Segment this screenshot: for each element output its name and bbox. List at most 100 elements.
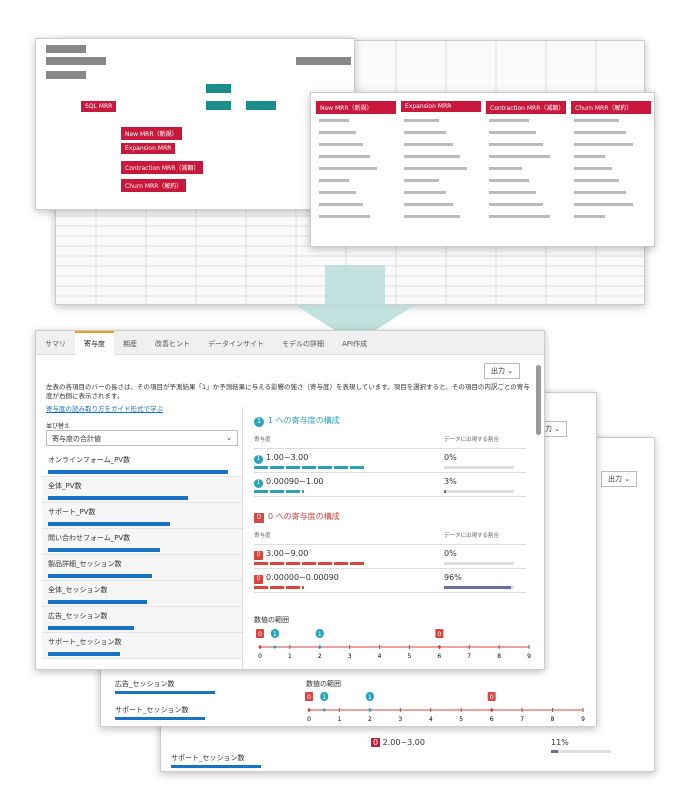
range-marker [315,629,324,638]
tick-label: 9 [581,716,585,723]
tick-label: 0 [307,716,311,723]
sheet-text [574,131,626,134]
marker-label: 1 [273,631,277,638]
diagram-node: Churn MRR（解約） [121,179,187,192]
tick-label: 3 [348,653,352,660]
marker-dot [490,708,494,712]
range-text: 3.00~9.00 [266,549,309,558]
scrollbar[interactable] [536,365,541,435]
tick-label: 2 [368,716,372,723]
feature-name: 全体_PV数 [48,482,82,490]
sheet-text [319,179,349,182]
section-title: 0 0 への寄与度の構成 [254,511,526,523]
feature-row[interactable]: 全体_PV数 [42,477,242,503]
range-row: 1 1.00~3.00 0% [254,449,526,473]
tab[interactable]: モデルの詳細 [282,340,324,348]
feature-name: サポート_セッション数 [48,638,122,646]
range-title: 数値の範囲 [254,616,289,624]
sort-select[interactable]: 寄与度の合計値 ⌄ [46,430,238,446]
feature-name: オンラインフォーム_PV数 [48,456,131,464]
sheet-text [574,119,619,122]
range-title: 数値の範囲 [306,680,341,688]
sheet-text [574,191,626,194]
feature-name: サポート_セッション数 [115,706,189,714]
sheet-text [404,119,439,122]
marker-dot [322,708,326,712]
column-2: データに出現する割合 [444,533,500,539]
feature-row[interactable]: サポート_PV数 [42,503,242,529]
tick-label: 4 [429,716,433,723]
sheet-text [319,191,356,194]
tick-label: 5 [408,653,412,660]
column-1: 寄与度 [254,533,271,539]
mrr-diagram: SQL MRR New MRR（新規） Expansion MRR Contracti… [35,38,355,210]
range-marker [305,692,313,701]
feature-row[interactable]: 問い合わせフォーム_PV数 [42,529,242,555]
sheet-text [319,167,377,170]
diagram-node: SQL MRR [81,101,117,112]
button-text: 出力 [538,425,552,433]
row-icon: 1 [254,479,263,488]
feature-name: 全体_セッション数 [48,586,108,594]
tick-label: 4 [378,653,382,660]
tick-label: 0 [258,653,262,660]
column-header: 寄与度 データに出現する割合 [254,435,526,449]
sheet-header: Expansion MRR [401,101,481,112]
select-value: 寄与度の合計値 [52,435,101,443]
sheet-header: Contraction MRR（減額） [486,101,566,114]
contribution-bar [254,466,364,469]
feature-name: 広告_セッション数 [48,612,108,620]
contribution-bar [254,586,304,589]
share-track [444,490,514,493]
feature-bar [48,574,153,578]
tick-label: 8 [497,653,501,660]
feature-bar [171,765,261,768]
tab[interactable]: 期産 [123,340,137,348]
feature-bar [115,691,215,694]
sheet-text [404,215,460,218]
feature-list: オンラインフォーム_PV数 全体_PV数サポート_PV数問い合わせフォーム_PV数… [42,451,242,659]
feature-row[interactable]: サポート_セッション数 [42,633,242,659]
section-icon: 0 [254,513,264,523]
sheet-text [489,131,536,134]
feature-name: 問い合わせフォーム_PV数 [48,534,131,542]
tick-label: 6 [437,653,441,660]
marker-dot [273,645,277,649]
row-icon: 1 [254,455,263,464]
export-button[interactable]: 出力 ⌄ [601,471,638,487]
tab[interactable]: サマリ [45,340,66,348]
share-bar [444,490,447,493]
sheet-text [319,119,349,122]
marker-label: 0 [437,631,441,638]
export-button[interactable]: 出力 ⌄ [484,363,521,379]
feature-row[interactable]: オンラインフォーム_PV数 [42,451,242,477]
feature-bar [48,496,189,500]
description: 左表の各項目のバーの長さは、その項目が予測結果「1」か予測結果に与える影響の強さ… [46,383,530,400]
sheet-text [574,143,633,146]
feature-bar [48,522,171,526]
sheet-text [404,143,453,146]
tab[interactable]: 改善ヒント [155,340,190,348]
feature-name: 製品詳細_セッション数 [48,560,122,568]
range-text: 0.00000~0.00090 [266,573,339,582]
marker-label: 0 [258,631,262,638]
tab[interactable]: API作成 [342,340,368,348]
help-link[interactable]: 寄与度の読み取り方をガイド形式で学ぶ [46,405,163,413]
marker-label: 0 [307,694,311,701]
sort-label: 並び替え [46,423,71,430]
feature-row[interactable]: 全体_セッション数 [42,581,242,607]
tick-label: 7 [467,653,471,660]
tab[interactable]: データインサイト [208,340,264,348]
sheet-text [574,215,605,218]
sheet-text [574,203,633,206]
range-row: 1 0.00090~1.00 3% [254,473,526,497]
share-track [444,562,514,565]
sheet-text [319,215,370,218]
range-marker [256,629,264,638]
share-bar [551,750,558,753]
feature-row[interactable]: 広告_セッション数 [42,607,242,633]
feature-name: サポート_セッション数 [171,754,245,762]
tab[interactable]: 寄与度 [75,331,114,355]
feature-row[interactable]: 製品詳細_セッション数 [42,555,242,581]
